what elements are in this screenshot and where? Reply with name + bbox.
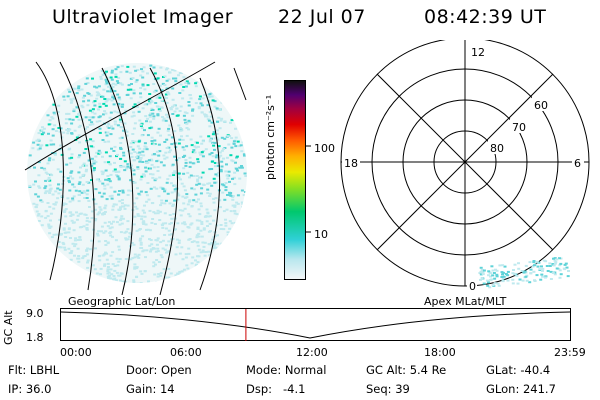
altitude-timeline-plot[interactable] [60, 308, 574, 342]
status-filter: Flt: LBHL [8, 363, 60, 377]
status-gc-alt: GC Alt: 5.4 Re [366, 363, 447, 377]
xtick-1200: 12:00 [296, 346, 328, 359]
colorbar-tick-100: 100 [314, 142, 335, 155]
altitude-ytick-min: 1.8 [26, 331, 44, 344]
image-time: 08:42:39 UT [424, 6, 547, 28]
status-seq: Seq: 39 [366, 382, 410, 396]
earth-disk [27, 63, 247, 283]
xtick-0000: 00:00 [60, 346, 92, 359]
polar-mlat-mlt-plot[interactable]: 12 18 6 0 60 70 80 [338, 40, 598, 295]
polar-aurora-speckles [478, 257, 570, 289]
intensity-colorbar [284, 80, 306, 280]
altitude-left-title: Geographic Lat/Lon [68, 295, 176, 308]
xtick-0600: 06:00 [170, 346, 202, 359]
status-door: Door: Open [126, 363, 192, 377]
mlt-label-18: 18 [344, 157, 358, 170]
status-glon: GLon: 241.7 [486, 382, 556, 396]
image-date: 22 Jul 07 [278, 6, 366, 28]
lat-label-60: 60 [534, 99, 548, 112]
instrument-title: Ultraviolet Imager [52, 6, 234, 28]
mlt-label-0: 0 [469, 280, 476, 293]
longitude-line [149, 67, 178, 295]
altitude-plot-frame [60, 308, 571, 341]
altitude-curve [60, 311, 571, 339]
longitude-line [101, 67, 134, 295]
lat-label-70: 70 [512, 121, 526, 134]
xtick-1800: 18:00 [424, 346, 456, 359]
mlt-label-12: 12 [471, 46, 485, 59]
status-gain: Gain: 14 [126, 382, 175, 396]
latitude-line [24, 61, 216, 171]
altitude-ytick-max: 9.0 [26, 307, 44, 320]
longitude-line [199, 77, 221, 291]
status-glat: GLat: -40.4 [486, 363, 551, 377]
altitude-ylabel: GC Alt [2, 310, 15, 345]
lat-lon-grid [24, 61, 247, 295]
longitude-line [233, 67, 247, 101]
geographic-image-panel[interactable] [0, 40, 260, 295]
altitude-right-title: Apex MLat/MLT [424, 295, 507, 308]
colorbar-ticks [306, 145, 311, 233]
status-mode: Mode: Normal [246, 363, 327, 377]
longitude-line [59, 61, 95, 291]
mlt-diagonal [376, 73, 554, 251]
status-ip: IP: 36.0 [8, 382, 52, 396]
mlt-label-6: 6 [574, 157, 581, 170]
colorbar-tick-10: 10 [314, 228, 328, 241]
xtick-2359: 23:59 [554, 346, 586, 359]
longitude-line [35, 61, 64, 281]
lat-label-80: 80 [490, 142, 504, 155]
status-dsp: Dsp: -4.1 [246, 382, 306, 396]
